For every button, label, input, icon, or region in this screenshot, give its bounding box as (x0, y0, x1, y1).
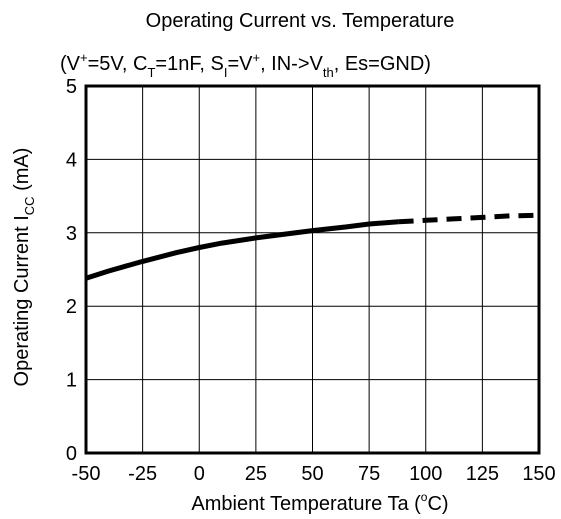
x-tick-label: 50 (301, 463, 323, 485)
x-tick-label: 0 (194, 463, 205, 485)
y-tick-label: 2 (66, 296, 77, 318)
plot-frame (84, 84, 541, 455)
x-tick-label: 125 (466, 463, 499, 485)
x-axis-label: Ambient Temperature Ta (oC) (191, 490, 448, 515)
y-tick-label: 0 (66, 443, 77, 465)
x-tick-label: -50 (72, 463, 101, 485)
x-tick-label: 100 (409, 463, 442, 485)
x-tick-label: -25 (128, 463, 157, 485)
chart-subtitle: (V+=5V, CT=1nF, SI=V+, IN->Vth, Es=GND) (60, 50, 431, 80)
y-axis-label: Operating Current ICC (mA) (11, 148, 37, 387)
tick-labels: -50 -25 0 25 50 75 100 125 150 0 1 2 3 4 5 (66, 76, 556, 485)
chart-title: Operating Current vs. Temperature (146, 10, 455, 32)
x-tick-label: 25 (245, 463, 267, 485)
y-tick-label: 5 (66, 76, 77, 98)
x-tick-label: 75 (358, 463, 380, 485)
y-tick-label: 3 (66, 223, 77, 245)
series-line-dashed (398, 212, 540, 225)
y-tick-label: 1 (66, 370, 77, 392)
grid (85, 85, 540, 454)
series-layer (85, 212, 540, 281)
series-line-solid (85, 219, 399, 281)
y-tick-label: 4 (66, 149, 77, 171)
x-tick-label: 150 (522, 463, 555, 485)
